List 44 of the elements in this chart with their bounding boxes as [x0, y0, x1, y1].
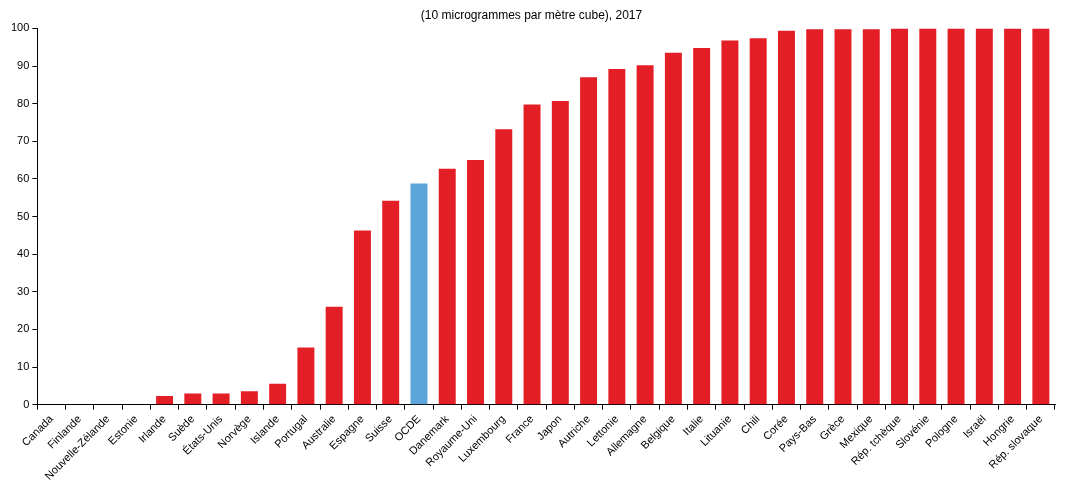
bar — [1032, 28, 1050, 405]
bar — [862, 29, 880, 405]
bar — [240, 391, 258, 405]
bar — [523, 104, 541, 405]
y-tick-label: 20 — [17, 322, 30, 335]
bar — [551, 101, 569, 405]
y-tick-label: 70 — [17, 134, 30, 147]
bar — [664, 52, 682, 405]
bar — [410, 183, 428, 405]
y-tick-label: 0 — [23, 397, 30, 410]
bar — [580, 77, 598, 405]
y-tick-label: 100 — [10, 21, 30, 34]
bar — [891, 28, 909, 405]
bar — [438, 168, 456, 405]
y-tick-label: 30 — [17, 284, 30, 297]
chart-title: (10 microgrammes par mètre cube), 2017 — [420, 7, 643, 22]
y-tick-label: 10 — [17, 360, 30, 373]
bar — [806, 29, 824, 405]
bar — [495, 129, 513, 405]
bar — [608, 69, 626, 405]
bar — [975, 28, 993, 405]
bar — [636, 65, 654, 405]
bar — [212, 393, 230, 405]
bar — [269, 383, 287, 405]
bar — [325, 306, 343, 405]
bar — [834, 29, 852, 405]
bar — [297, 347, 315, 405]
y-tick-label: 50 — [17, 209, 30, 222]
bar — [749, 38, 767, 405]
y-tick-label: 90 — [17, 59, 30, 72]
bar — [184, 393, 202, 405]
bar — [693, 47, 711, 405]
y-tick-label: 80 — [17, 96, 30, 109]
bar — [467, 160, 484, 405]
y-tick-label: 40 — [17, 247, 30, 260]
bar — [382, 200, 400, 405]
bar — [919, 28, 937, 405]
bar — [947, 28, 965, 405]
y-tick-label: 60 — [17, 171, 30, 184]
bar — [1004, 28, 1022, 405]
bar — [353, 230, 371, 405]
bar — [156, 396, 174, 405]
bar — [721, 40, 739, 405]
bar — [777, 30, 795, 405]
